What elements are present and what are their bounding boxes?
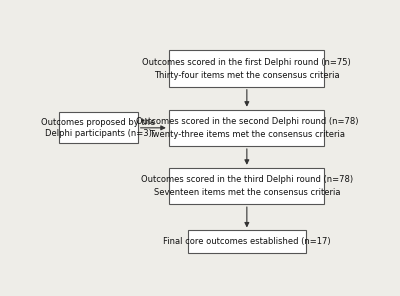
FancyBboxPatch shape — [169, 50, 324, 87]
Text: Twenty-three items met the consensus criteria: Twenty-three items met the consensus cri… — [149, 130, 345, 139]
Text: Delphi participants (n=3): Delphi participants (n=3) — [45, 129, 152, 138]
Text: Final core outcomes established (n=17): Final core outcomes established (n=17) — [163, 237, 331, 246]
Text: Outcomes scored in the first Delphi round (n=75): Outcomes scored in the first Delphi roun… — [142, 57, 351, 67]
FancyBboxPatch shape — [58, 112, 138, 143]
FancyBboxPatch shape — [169, 110, 324, 146]
Text: Thirty-four items met the consensus criteria: Thirty-four items met the consensus crit… — [154, 71, 340, 80]
FancyBboxPatch shape — [188, 230, 306, 253]
Text: Outcomes scored in the second Delphi round (n=78): Outcomes scored in the second Delphi rou… — [136, 117, 358, 126]
Text: Outcomes scored in the third Delphi round (n=78): Outcomes scored in the third Delphi roun… — [141, 175, 353, 184]
Text: Outcomes proposed by the: Outcomes proposed by the — [41, 118, 155, 127]
FancyBboxPatch shape — [169, 168, 324, 204]
Text: Seventeen items met the consensus criteria: Seventeen items met the consensus criter… — [154, 188, 340, 197]
